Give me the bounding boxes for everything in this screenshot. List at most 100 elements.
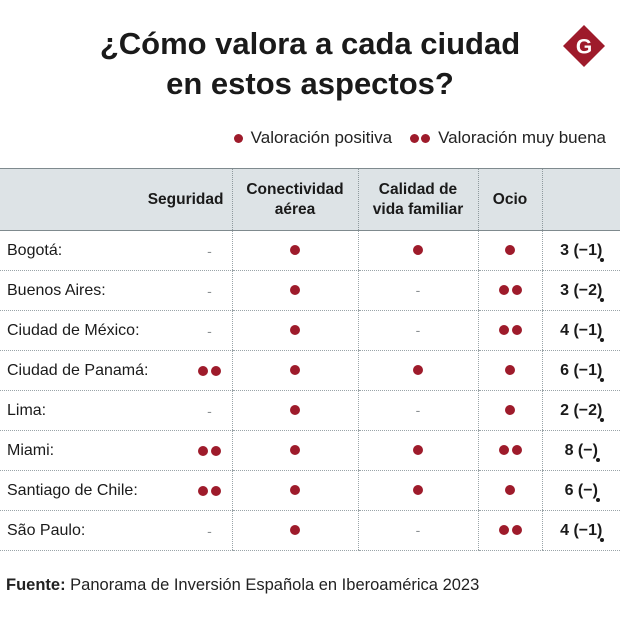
single-dot-icon	[284, 244, 306, 255]
city-name: Ciudad de México:	[7, 321, 140, 339]
single-dot-icon	[284, 364, 306, 375]
table-row: Ciudad de México: - - 4 (−1)	[0, 310, 620, 351]
single-dot-icon	[284, 404, 306, 415]
source-text: Panorama de Inversión Española en Iberoa…	[65, 576, 480, 594]
rating-cell-calidad: -	[357, 510, 478, 551]
header-score	[541, 168, 620, 231]
score-value: 3 (−1)	[560, 241, 603, 259]
rating-cell-conectividad	[231, 310, 358, 351]
city-name: Ciudad de Panamá:	[7, 361, 149, 379]
double-dot-icon	[498, 284, 522, 295]
rating-cell-ocio	[477, 390, 542, 431]
score-value: 8 (−)	[564, 441, 598, 459]
rating-cell-conectividad	[231, 350, 358, 391]
double-dot-icon	[410, 133, 431, 143]
header-ocio: Ocio	[477, 168, 542, 231]
header-seguridad: Seguridad	[0, 168, 232, 231]
source-label: Fuente:	[6, 576, 66, 594]
rating-cell-ocio	[477, 470, 542, 511]
rating-cell-ocio	[477, 230, 542, 271]
no-rating-dash: -	[207, 522, 212, 539]
score-value: 4 (−1)	[560, 321, 603, 339]
no-rating-dash: -	[415, 401, 421, 418]
legend: Valoración positiva Valoración muy buena	[233, 128, 606, 148]
city-name: Lima:	[7, 401, 47, 419]
rating-cell-calidad	[357, 430, 478, 471]
table-row: Santiago de Chile: 6 (−)	[0, 470, 620, 511]
single-dot-icon	[499, 404, 521, 415]
rating-cell-ocio	[477, 310, 542, 351]
rating-cell-calidad: -	[357, 310, 478, 351]
table-row: Bogotá: - 3 (−1)	[0, 230, 620, 271]
ratings-table: Seguridad Conectividad aérea Calidad de vi…	[0, 168, 620, 551]
rating-cell-conectividad	[231, 470, 358, 511]
single-dot-icon	[284, 324, 306, 335]
legend-item-very-good: Valoración muy buena	[410, 128, 606, 148]
double-dot-icon	[498, 524, 522, 535]
single-dot-icon	[284, 484, 306, 495]
rating-cell-ocio	[477, 510, 542, 551]
table-row: São Paulo: - - 4 (−1)	[0, 510, 620, 551]
single-dot-icon	[284, 524, 306, 535]
rating-cell-conectividad	[231, 270, 358, 311]
table-row: Buenos Aires: - - 3 (−2)	[0, 270, 620, 311]
table-row: Lima: - - 2 (−2)	[0, 390, 620, 431]
title-line-1: ¿Cómo valora a cada ciudad	[99, 26, 521, 61]
rating-cell-ocio	[477, 430, 542, 471]
single-dot-icon	[407, 244, 429, 255]
rating-cell-conectividad	[231, 390, 358, 431]
rating-cell-ocio	[477, 270, 542, 311]
header-calidad-vida: Calidad de vida familiar	[357, 168, 478, 231]
double-dot-icon	[197, 485, 221, 496]
city-name: Bogotá:	[7, 241, 63, 259]
city-name: Santiago de Chile:	[7, 481, 138, 499]
double-dot-icon	[498, 444, 522, 455]
rating-cell-calidad	[357, 230, 478, 271]
single-dot-icon	[233, 133, 243, 143]
table-header-row: Seguridad Conectividad aérea Calidad de vi…	[0, 168, 620, 231]
title-line-2: en estos aspectos?	[166, 66, 454, 101]
no-rating-dash: -	[207, 322, 212, 339]
double-dot-icon	[197, 365, 221, 376]
rating-cell-calidad	[357, 470, 478, 511]
single-dot-icon	[499, 364, 521, 375]
single-dot-icon	[407, 444, 429, 455]
double-dot-icon	[197, 445, 221, 456]
no-rating-dash: -	[415, 521, 421, 538]
no-rating-dash: -	[207, 242, 212, 259]
rating-cell-calidad: -	[357, 270, 478, 311]
score-value: 4 (−1)	[560, 521, 603, 539]
logo-letter: G	[576, 36, 592, 59]
rating-cell-conectividad	[231, 230, 358, 271]
rating-cell-conectividad	[231, 430, 358, 471]
single-dot-icon	[499, 484, 521, 495]
city-name: Miami:	[7, 441, 55, 459]
city-name: São Paulo:	[7, 521, 86, 539]
city-name: Buenos Aires:	[7, 281, 106, 299]
table-row: Miami: 8 (−)	[0, 430, 620, 471]
score-value: 6 (−1)	[560, 361, 603, 379]
single-dot-icon	[407, 484, 429, 495]
legend-item-positive: Valoración positiva	[233, 128, 393, 148]
score-value: 6 (−)	[564, 481, 598, 499]
rating-cell-ocio	[477, 350, 542, 391]
rating-cell-calidad: -	[357, 390, 478, 431]
no-rating-dash: -	[207, 402, 212, 419]
double-dot-icon	[498, 324, 522, 335]
page-title: ¿Cómo valora a cada ciudad en estos aspe…	[60, 24, 560, 104]
brand-logo: G	[563, 25, 605, 67]
header-conectividad: Conectividad aérea	[231, 168, 358, 231]
single-dot-icon	[407, 364, 429, 375]
single-dot-icon	[499, 244, 521, 255]
rating-cell-calidad	[357, 350, 478, 391]
single-dot-icon	[284, 444, 306, 455]
score-value: 2 (−2)	[560, 401, 603, 419]
no-rating-dash: -	[415, 281, 421, 298]
source-note: Fuente: Panorama de Inversión Española e…	[6, 576, 479, 595]
score-value: 3 (−2)	[560, 281, 603, 299]
legend-very-good-label: Valoración muy buena	[438, 128, 606, 147]
table-row: Ciudad de Panamá: 6 (−1)	[0, 350, 620, 391]
legend-positive-label: Valoración positiva	[250, 128, 393, 147]
rating-cell-conectividad	[231, 510, 358, 551]
single-dot-icon	[284, 284, 306, 295]
